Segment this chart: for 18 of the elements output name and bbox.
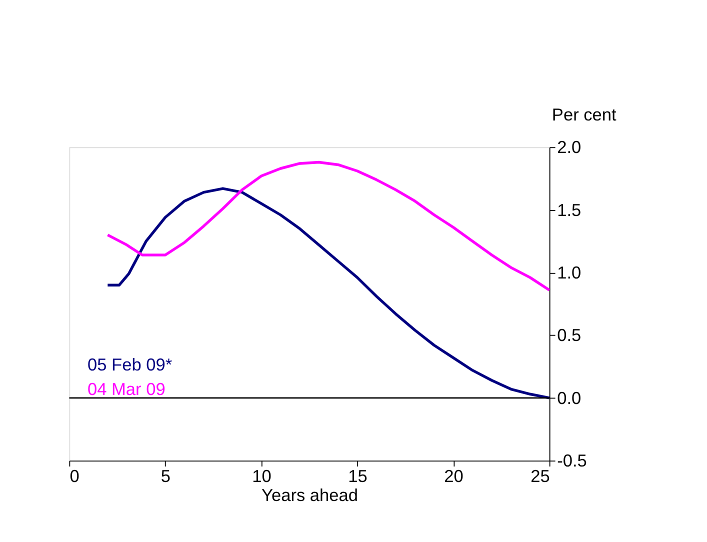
y-tick-label: 2.0 xyxy=(557,137,582,158)
x-tick-label: 10 xyxy=(252,466,272,486)
y-tick-label: -0.5 xyxy=(557,450,587,471)
x-tick-label: 20 xyxy=(444,466,464,486)
line-series xyxy=(106,187,551,400)
y-axis-title: Per cent xyxy=(552,104,617,124)
line-series xyxy=(106,160,551,292)
y-tick-label: 1.5 xyxy=(557,200,582,220)
x-tick-label: 0 xyxy=(70,466,80,486)
x-tick-label: 5 xyxy=(160,466,171,486)
text: 05 Feb 09* xyxy=(87,354,172,374)
y-tick-label: 0.0 xyxy=(557,388,582,408)
x-tick-label: 15 xyxy=(348,466,368,486)
text: 04 Mar 09 xyxy=(87,378,166,399)
y-tick-label: 0.5 xyxy=(557,325,582,346)
y-tick-label: 1.0 xyxy=(557,262,582,282)
x-axis-title: Years ahead xyxy=(262,485,358,506)
x-tick-label: 25 xyxy=(530,466,550,486)
